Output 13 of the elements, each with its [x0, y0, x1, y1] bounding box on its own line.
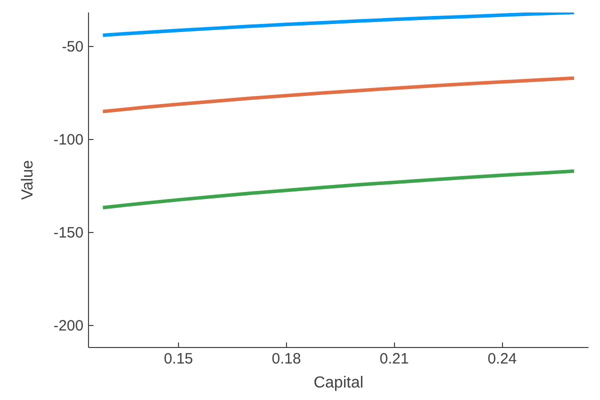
x-tick-label: 0.24: [488, 350, 517, 368]
x-tick-label: 0.18: [272, 350, 301, 368]
line-series: [101, 12, 576, 37]
x-tick-label: 0.21: [380, 350, 409, 368]
y-tick-label: -150: [53, 224, 84, 242]
y-tick-label: -100: [53, 132, 84, 149]
x-axis-title: Capital: [314, 374, 364, 392]
line-series: [101, 76, 576, 114]
y-tick-label: -200: [53, 318, 84, 335]
y-axis-title: Value: [19, 160, 36, 200]
y-tick-label: -50: [62, 38, 84, 56]
x-tick-label: 0.15: [164, 350, 194, 368]
line-series: [101, 169, 576, 210]
